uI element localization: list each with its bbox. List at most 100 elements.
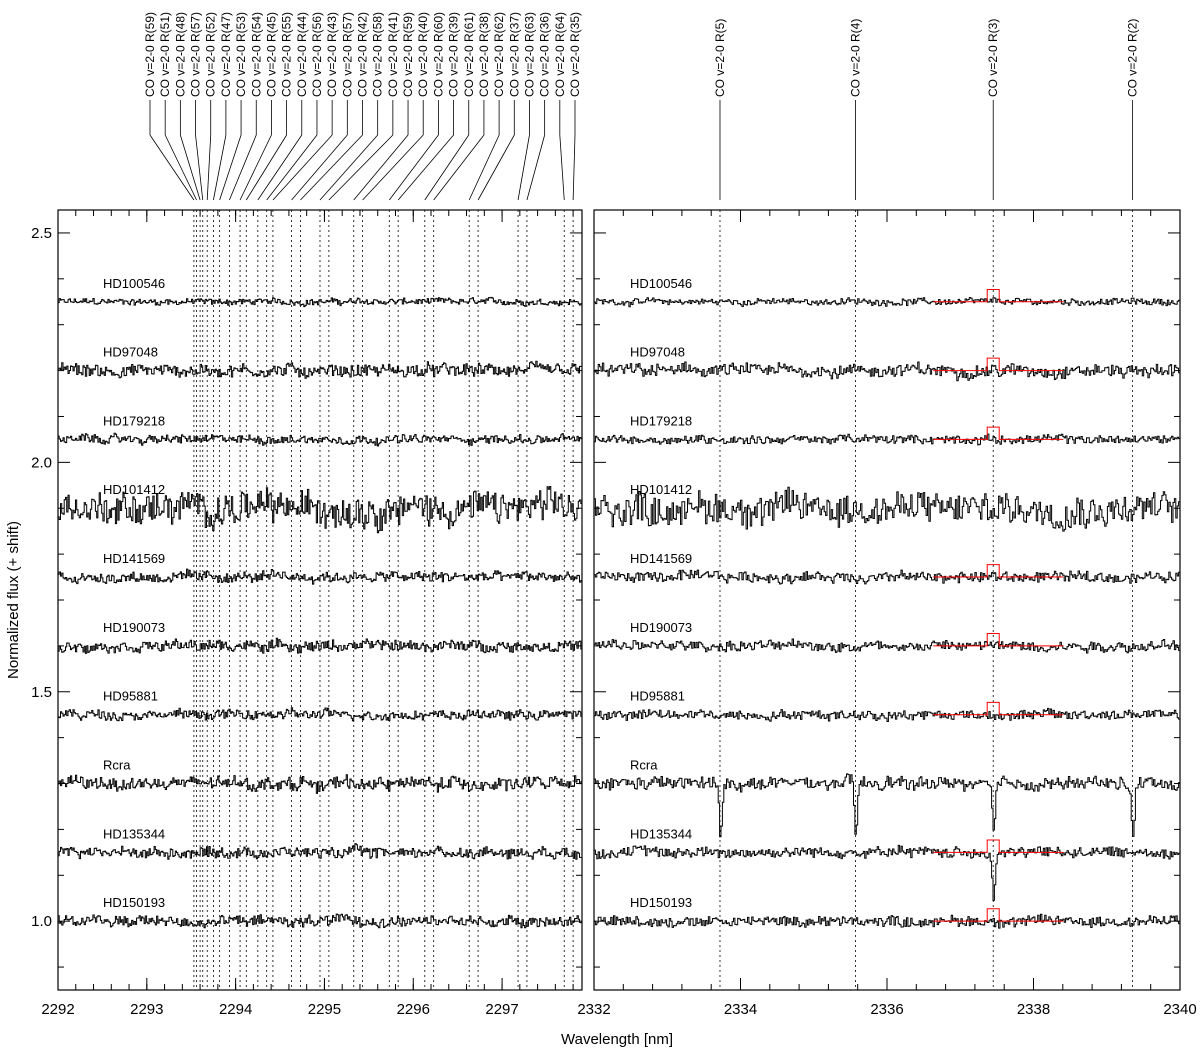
axes: 2292 2293 2294 2295 2296 2297 2332 2334 2336 2338… [31,209,1197,1018]
marker-leader [149,134,195,201]
series-label-HD97048: HD97048 [630,345,685,360]
marker-leader [319,134,378,201]
marker-label: CO v=2-0 R(40) [416,12,430,97]
marker-label: CO v=2-0 R(39) [447,12,461,97]
marker-label: CO v=2-0 R(42) [356,12,370,97]
marker-label: CO v=2-0 R(59) [143,12,157,97]
spectrum-HD190073 [594,638,1180,654]
marker-leader [291,134,348,201]
spectrum-HD95881 [58,707,582,722]
x-tick-label: 2340 [1163,1001,1196,1018]
marker-label: CO v=2-0 R(2) [1125,19,1139,97]
series-label-HD101412: HD101412 [630,482,692,497]
marker-leader [328,134,394,201]
series-label-HD190073: HD190073 [630,620,692,635]
x-axis-label: Wavelength [nm] [561,1031,673,1048]
marker-label: CO v=2-0 R(45) [264,12,278,97]
spectrum-HD135344 [594,844,1180,901]
x-tick-label: 2292 [41,1001,74,1018]
x-tick-label: 2296 [397,1001,430,1018]
spectrum-HD101412 [594,486,1180,532]
marker-label: CO v=2-0 R(37) [507,12,521,97]
marker-label: CO v=2-0 R(47) [219,12,233,97]
marker-label: CO v=2-0 R(64) [553,12,567,97]
marker-leader [213,134,227,201]
marker-label: CO v=2-0 R(58) [371,12,385,97]
series-label-HD179218: HD179218 [103,413,165,428]
model-HD141569 [933,564,1064,578]
marker-leader [353,134,409,201]
marker-leader [229,134,257,201]
marker-label: CO v=2-0 R(51) [158,12,172,97]
x-tick-label: 2293 [130,1001,163,1018]
marker-leader [245,134,287,201]
marker-label: CO v=2-0 R(55) [280,12,294,97]
marker-leader [397,134,454,201]
marker-leader [424,134,470,201]
model-HD100546 [933,289,1064,303]
series-label-HD135344: HD135344 [103,826,165,841]
marker-label: CO v=2-0 R(52) [204,12,218,97]
marker-leader [266,134,318,201]
series-label-Rcra: Rcra [630,758,658,773]
marker-leader [477,134,515,201]
marker-label: CO v=2-0 R(48) [173,12,187,97]
panel-2-frame [593,209,1181,991]
marker-leader [164,134,197,201]
marker-label: CO v=2-0 R(36) [538,12,552,97]
y-tick-label: 1.5 [31,684,52,701]
marker-label: CO v=2-0 R(35) [568,12,582,97]
marker-label: CO v=2-0 R(44) [295,12,309,97]
marker-leader [468,134,500,201]
marker-label: CO v=2-0 R(41) [386,12,400,97]
spectrum-HD190073 [58,637,582,654]
marker-leader [206,134,212,201]
series-label-HD100546: HD100546 [630,276,692,291]
spectrum-Rcra [58,774,582,794]
x-tick-label: 2295 [308,1001,341,1018]
marker-leader [517,134,530,201]
spectrum-HD141569 [594,569,1180,585]
spectrum-HD100546 [594,297,1180,308]
x-tick-label: 2297 [485,1001,518,1018]
model-HD95881 [933,701,1064,716]
marker-leader [272,134,333,201]
series-label-HD150193: HD150193 [630,895,692,910]
spectrum-Rcra [594,773,1180,838]
y-axis-label: Normalized flux (+ shift) [5,521,22,679]
marker-label: CO v=2-0 R(54) [249,12,263,97]
spectrum-HD179218 [58,432,582,447]
marker-label: CO v=2-0 R(57) [189,12,203,97]
marker-label: CO v=2-0 R(59) [401,12,415,97]
spectrum-HD100546 [58,296,582,308]
marker-leader [433,134,485,201]
model-HD179218 [933,426,1064,440]
marker-label: CO v=2-0 R(63) [522,12,536,97]
series-label-HD95881: HD95881 [103,689,158,704]
marker-leader [300,134,363,201]
x-tick-label: 2332 [577,1001,610,1018]
line-markers: CO v=2-0 R(59) CO v=2-0 R(51) CO v=2-0 R(4… [143,12,1139,990]
marker-leader [572,134,576,201]
x-tick-label: 2336 [870,1001,903,1018]
spectrum-HD95881 [594,707,1180,722]
series-label-HD97048: HD97048 [103,345,158,360]
series-label-HD95881: HD95881 [630,689,685,704]
panel1-spectra [58,296,582,929]
marker-label: CO v=2-0 R(57) [340,12,354,97]
y-tick-label: 2.5 [31,225,52,242]
y-tick-label: 2.0 [31,454,52,471]
marker-leader [179,134,201,201]
marker-leader [195,134,204,201]
series-label-HD141569: HD141569 [103,551,165,566]
series-labels: HD100546 HD100546 HD97048 HD97048 HD179218 HD… [103,276,692,910]
marker-leader [362,134,424,201]
model-HD135344 [933,839,1064,853]
y-tick-label: 1.0 [31,913,52,930]
marker-leader [526,134,546,201]
x-tick-label: 2334 [724,1001,757,1018]
spectrum-HD150193 [594,913,1180,929]
model-HD190073 [933,632,1064,647]
series-label-HD101412: HD101412 [103,482,165,497]
